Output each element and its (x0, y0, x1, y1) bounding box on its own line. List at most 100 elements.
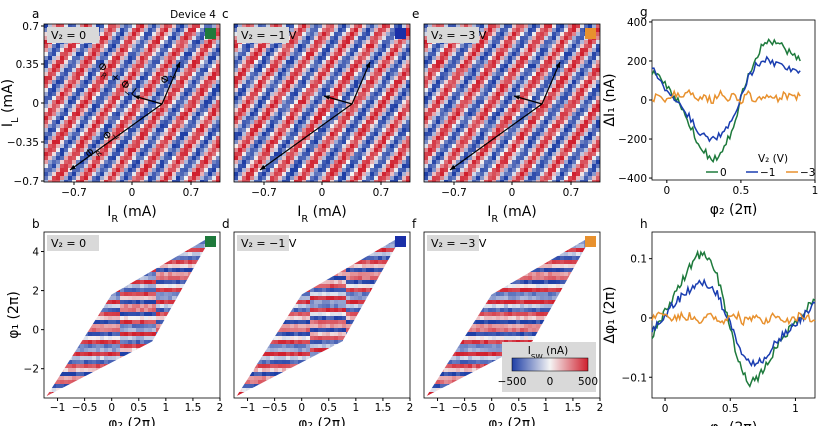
heatmap-cell (234, 108, 238, 112)
heatmap-cell (548, 88, 552, 92)
heatmap-cell (398, 88, 402, 92)
heatmap-cell (64, 52, 68, 56)
heatmap-cell (176, 128, 180, 132)
heatmap-cell (216, 48, 220, 52)
heatmap-cell (552, 116, 556, 120)
heatmap-cell (184, 140, 188, 144)
heatmap-cell (552, 144, 556, 148)
heatmap-cell (100, 48, 104, 52)
heatmap-cell (44, 176, 48, 180)
heatmap-cell (406, 160, 410, 164)
heatmap-cell (262, 148, 266, 152)
heatmap-cell (100, 136, 104, 140)
heatmap-cell (488, 56, 492, 60)
heatmap-cell (528, 36, 532, 40)
heatmap-cell (342, 48, 346, 52)
heatmap-cell (200, 144, 204, 148)
heatmap-cell (564, 24, 568, 28)
heatmap-cell (572, 24, 576, 28)
heatmap-cell (580, 56, 584, 60)
heatmap-cell (432, 132, 436, 136)
heatmap-cell (144, 152, 148, 156)
x-tick-label: 0 (129, 187, 136, 199)
heatmap-cell (358, 32, 362, 36)
heatmap-cell (116, 136, 120, 140)
heatmap-cell (44, 128, 48, 132)
heatmap-cell (382, 176, 386, 180)
heatmap-cell (80, 56, 84, 60)
heatmap-cell (528, 24, 532, 28)
heatmap-cell (80, 112, 84, 116)
heatmap-cell (358, 112, 362, 116)
heatmap-cell (500, 124, 504, 128)
heatmap-cell (84, 48, 88, 52)
heatmap-cell (444, 72, 448, 76)
heatmap-cell (72, 156, 76, 160)
heatmap-cell (132, 92, 136, 96)
heatmap-cell (234, 132, 238, 136)
heatmap-cell (180, 152, 184, 156)
heatmap-cell (346, 140, 350, 144)
heatmap-cell (88, 140, 92, 144)
heatmap-cell (48, 124, 52, 128)
heatmap-cell (346, 96, 350, 100)
heatmap-cell (48, 108, 52, 112)
heatmap-cell (310, 140, 314, 144)
heatmap-cell (350, 76, 354, 80)
heatmap-cell (528, 100, 532, 104)
heatmap-cell (536, 64, 540, 68)
heatmap-cell (152, 148, 156, 152)
heatmap-cell (378, 124, 382, 128)
heatmap-cell (172, 48, 176, 52)
heatmap-cell (104, 84, 108, 88)
heatmap-cell (440, 88, 444, 92)
heatmap-cell (172, 108, 176, 112)
heatmap-cell (334, 160, 338, 164)
heatmap-cell (200, 76, 204, 80)
heatmap-cell (424, 124, 428, 128)
heatmap-cell (500, 140, 504, 144)
heatmap-cell (188, 108, 192, 112)
heatmap-cell (468, 120, 472, 124)
heatmap-cell (266, 72, 270, 76)
heatmap-cell (92, 56, 96, 60)
heatmap-cell (148, 60, 152, 64)
heatmap-cell (144, 164, 148, 168)
heatmap-cell (116, 124, 120, 128)
heatmap-cell (192, 88, 196, 92)
heatmap-cell (460, 112, 464, 116)
heatmap-cell (176, 168, 180, 172)
heatmap-cell (508, 92, 512, 96)
heatmap-cell (512, 36, 516, 40)
heatmap-cell (330, 60, 334, 64)
heatmap-cell (322, 132, 326, 136)
heatmap-cell (402, 140, 406, 144)
heatmap-cell (196, 48, 200, 52)
heatmap-cell (560, 48, 564, 52)
heatmap-cell (274, 164, 278, 168)
heatmap-cell (314, 80, 318, 84)
heatmap-cell (306, 32, 310, 36)
heatmap-cell (140, 60, 144, 64)
heatmap-cell (238, 64, 242, 68)
heatmap-cell (204, 80, 208, 84)
heatmap-cell (564, 44, 568, 48)
heatmap-cell (246, 172, 250, 176)
heatmap-cell (338, 172, 342, 176)
heatmap-cell (246, 76, 250, 80)
heatmap-cell (382, 28, 386, 32)
heatmap-cell (144, 108, 148, 112)
heatmap-cell (212, 172, 216, 176)
heatmap-cell (532, 28, 536, 32)
heatmap-cell (104, 104, 108, 108)
heatmap-cell (120, 160, 124, 164)
heatmap-cell (200, 48, 204, 52)
heatmap-cell (540, 24, 544, 28)
heatmap-cell (516, 64, 520, 68)
heatmap-cell (556, 76, 560, 80)
heatmap-cell (512, 24, 516, 28)
heatmap-cell (362, 84, 366, 88)
heatmap-cell (528, 92, 532, 96)
heatmap-cell (302, 120, 306, 124)
heatmap-cell (250, 104, 254, 108)
